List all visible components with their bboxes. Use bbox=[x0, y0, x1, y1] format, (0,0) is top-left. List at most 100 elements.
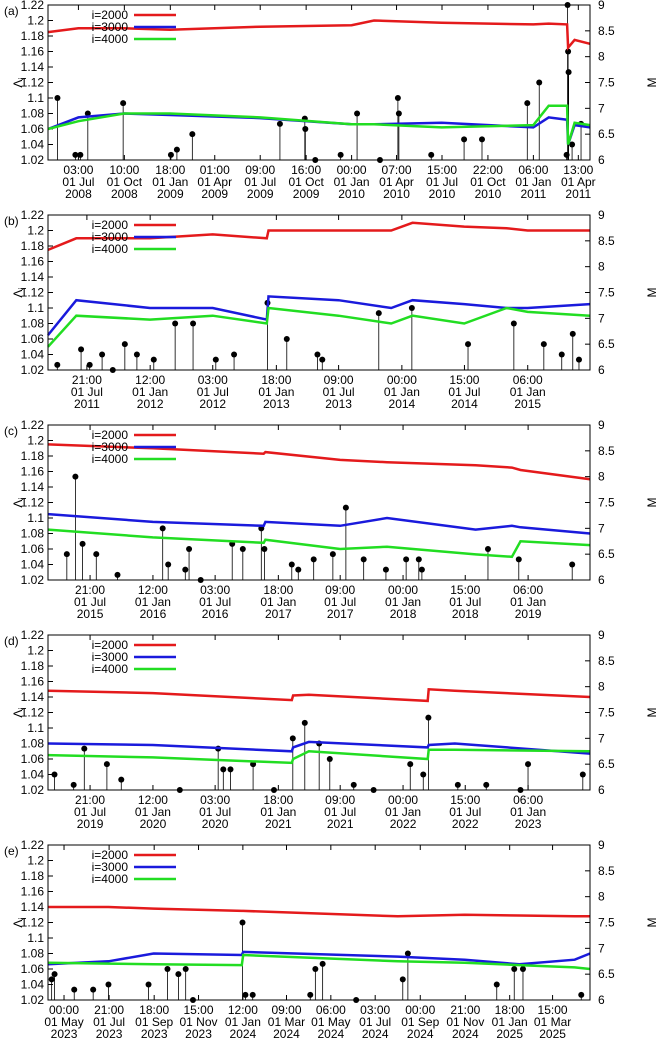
legend-label: i=4000 bbox=[92, 32, 129, 46]
y-tick-label: 1.22 bbox=[21, 838, 45, 852]
x-tick-label: 01:00 01 Apr 2009 bbox=[197, 163, 232, 201]
y2-tick-label: 6.5 bbox=[598, 547, 615, 561]
event-point bbox=[326, 756, 333, 762]
y2-tick-label: 6.5 bbox=[598, 127, 615, 141]
event-point bbox=[465, 341, 472, 348]
panel: (d) Λi M 1.021.04 1.061.08 1.11.12 1.141.16 1.1… bbox=[4, 628, 659, 831]
y-tick-label: 1.18 bbox=[21, 449, 45, 463]
event-point bbox=[575, 356, 582, 363]
event-point bbox=[186, 546, 193, 552]
x-tick-label: 00:00 01 Jan 2014 bbox=[384, 373, 420, 411]
y2-axis-label: M bbox=[645, 78, 659, 88]
event-point bbox=[420, 771, 427, 778]
series-line bbox=[47, 112, 591, 145]
x-tick-label: 12:00 01 Jan 2012 bbox=[132, 373, 168, 411]
y-axis-label: Λi bbox=[11, 917, 29, 927]
event-point bbox=[302, 126, 309, 132]
x-tick-label: 15:00 01 Jul 2018 bbox=[449, 583, 481, 621]
y-tick-label: 1.08 bbox=[21, 527, 45, 541]
y-tick-label: 1.06 bbox=[21, 122, 45, 136]
event-point bbox=[70, 781, 77, 788]
event-point bbox=[540, 341, 547, 348]
y-tick-label: 1.02 bbox=[21, 783, 45, 797]
x-tick-label: 18:00 01 Sep 2023 bbox=[135, 1003, 173, 1041]
legend-label: i=2000 bbox=[92, 428, 129, 442]
y-tick-label: 1.1 bbox=[27, 511, 44, 525]
x-tick-label: 22:00 01 Oct 2010 bbox=[470, 163, 506, 201]
event-point bbox=[121, 341, 128, 348]
legend-label: i=3000 bbox=[92, 440, 129, 454]
y-axis-label: Λi bbox=[11, 707, 29, 717]
y2-tick-label: 8.5 bbox=[598, 654, 615, 668]
x-tick-label: 00:00 01 Jan 2010 bbox=[334, 163, 370, 201]
event-point bbox=[212, 356, 219, 363]
x-tick-label: 09:00 01 Jul 2009 bbox=[244, 163, 276, 201]
y-tick-label: 1.1 bbox=[27, 301, 44, 315]
x-tick-label: 00:00 01 Jan 2018 bbox=[385, 583, 421, 621]
series-line bbox=[47, 950, 591, 966]
x-tick-label: 15:00 01 Mar 2025 bbox=[534, 1003, 571, 1041]
event-point bbox=[454, 781, 461, 788]
x-tick-label: 06:00 01 Jan 2015 bbox=[510, 373, 546, 411]
event-point bbox=[319, 356, 326, 363]
y-tick-label: 1.18 bbox=[21, 869, 45, 883]
panel-label: (c) bbox=[4, 424, 18, 438]
x-tick-label: 03:00 01 Jul 2020 bbox=[199, 793, 231, 831]
plot-frame bbox=[47, 844, 591, 1001]
y2-tick-label: 8 bbox=[598, 890, 605, 904]
event-point bbox=[190, 320, 197, 327]
y2-axis-label: M bbox=[645, 498, 659, 508]
y2-tick-label: 9 bbox=[598, 838, 605, 852]
x-tick-label: 06:00 01 May 2024 bbox=[311, 1003, 350, 1041]
panel-label: (a) bbox=[4, 4, 19, 18]
event-point bbox=[407, 761, 414, 768]
x-tick-label: 07:00 01 Apr 2010 bbox=[379, 163, 414, 201]
y2-tick-label: 7 bbox=[598, 101, 605, 115]
x-tick-label: 18:00 01 Jan 2009 bbox=[152, 163, 188, 201]
x-tick-label: 00:00 01 May 2023 bbox=[44, 1003, 83, 1041]
event-point bbox=[150, 356, 157, 363]
y2-tick-label: 6 bbox=[598, 363, 605, 377]
y-tick-label: 1.12 bbox=[21, 496, 45, 510]
x-tick-label: 15:00 01 Jul 2010 bbox=[426, 163, 458, 201]
event-point bbox=[239, 919, 246, 926]
event-point bbox=[337, 151, 344, 158]
event-point bbox=[314, 351, 321, 358]
event-point bbox=[105, 981, 112, 988]
event-point bbox=[461, 136, 468, 143]
y2-axis-label: M bbox=[645, 708, 659, 718]
x-tick-label: 03:00 01 Jul 2008 bbox=[62, 163, 94, 201]
y2-tick-label: 6.5 bbox=[598, 337, 615, 351]
series-line bbox=[47, 748, 591, 765]
event-point bbox=[242, 991, 249, 998]
event-point bbox=[536, 79, 543, 86]
x-tick-label: 21:00 01 Jul 2015 bbox=[74, 583, 106, 621]
event-point bbox=[428, 151, 435, 158]
y-axis-label: Λi bbox=[11, 77, 29, 87]
event-point bbox=[99, 351, 106, 358]
x-tick-label: 03:00 01 Jul 2024 bbox=[359, 1003, 391, 1041]
event-point bbox=[220, 766, 227, 773]
event-point bbox=[133, 351, 140, 358]
y-tick-label: 1.22 bbox=[21, 0, 45, 12]
y-tick-label: 1.04 bbox=[21, 978, 45, 992]
event-point bbox=[382, 566, 389, 573]
x-tick-label: 15:00 01 Jul 2014 bbox=[448, 373, 480, 411]
event-point bbox=[310, 556, 317, 563]
y-tick-label: 1.22 bbox=[21, 628, 45, 642]
y-tick-label: 1.2 bbox=[27, 854, 44, 868]
y2-tick-label: 7 bbox=[598, 731, 605, 745]
event-point bbox=[478, 136, 485, 143]
x-tick-label: 06:00 01 Jan 2011 bbox=[515, 163, 551, 201]
y-tick-label: 1.02 bbox=[21, 153, 45, 167]
legend-label: i=3000 bbox=[92, 650, 129, 664]
x-tick-label: 18:00 01 Jan 2017 bbox=[260, 583, 296, 621]
y2-tick-label: 6 bbox=[598, 573, 605, 587]
event-point bbox=[301, 719, 308, 726]
x-tick-label: 18:00 01 Jan 2021 bbox=[260, 793, 296, 831]
event-point bbox=[54, 361, 61, 368]
event-point bbox=[164, 966, 171, 972]
event-point bbox=[288, 561, 295, 568]
event-point bbox=[93, 551, 100, 558]
